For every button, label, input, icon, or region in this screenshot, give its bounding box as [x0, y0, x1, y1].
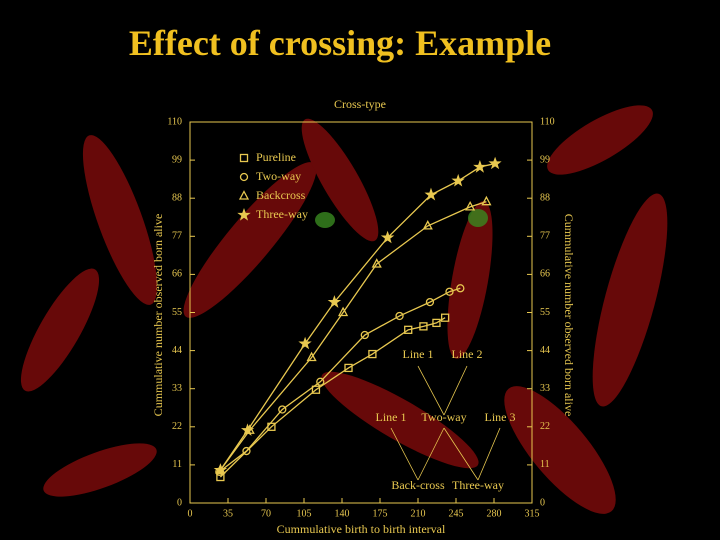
marker-circle — [239, 172, 249, 182]
annotation-connector — [417, 365, 445, 416]
series-line — [219, 317, 446, 478]
series-line — [219, 201, 487, 471]
y-tick-label: 11 — [172, 459, 182, 470]
annotation: Back-cross — [391, 478, 445, 492]
marker-star — [237, 208, 251, 221]
marker-star — [488, 156, 502, 170]
marker-square — [311, 385, 321, 394]
annotation-connector — [443, 365, 468, 416]
x-tick-label: 35 — [223, 508, 233, 519]
marker-star — [298, 336, 312, 350]
y-tick-label: 33 — [172, 383, 182, 394]
legend-entry: Three-way — [256, 207, 308, 221]
y2-tick-label: 110 — [540, 116, 555, 127]
marker-square — [440, 313, 450, 322]
annotation: Two-way — [421, 410, 466, 424]
marker-triangle — [422, 220, 433, 230]
y2-tick-label: 66 — [540, 269, 550, 280]
marker-star — [451, 173, 465, 187]
marker-square — [368, 349, 377, 359]
y-tick-label: 99 — [172, 154, 182, 165]
marker-square — [419, 322, 428, 331]
y-tick-label: 110 — [167, 116, 182, 127]
y-tick-label: 22 — [172, 421, 182, 432]
annotation: Three-way — [452, 478, 504, 492]
legend-title: Cross-type — [334, 97, 386, 111]
background-blobs — [20, 105, 668, 514]
x-tick-label: 140 — [335, 508, 350, 519]
marker-triangle — [338, 306, 349, 317]
annotation: Line 2 — [452, 347, 483, 361]
y2-tick-label: 0 — [540, 497, 545, 508]
marker-square — [239, 153, 249, 163]
x-tick-label: 210 — [411, 508, 426, 519]
annotation: Line 1 — [403, 347, 434, 361]
annotation: Line 1 — [376, 410, 407, 424]
series-line — [218, 287, 461, 473]
y2-tick-label: 77 — [540, 231, 550, 242]
y2-tick-label: 99 — [540, 154, 550, 165]
marker-star — [327, 295, 342, 308]
annotation-connector — [443, 427, 479, 481]
marker-triangle — [481, 195, 492, 206]
x-tick-label: 0 — [188, 508, 193, 519]
y2-tick-label: 44 — [540, 345, 550, 356]
marker-triangle — [371, 258, 382, 268]
marker-triangle — [465, 200, 476, 211]
annotation-connector — [390, 427, 419, 481]
y-tick-label: 66 — [172, 269, 182, 280]
y2-axis-label: Cummulative number observed born alive — [562, 214, 576, 417]
x-tick-label: 105 — [297, 508, 312, 519]
y2-tick-label: 33 — [540, 383, 550, 394]
y-tick-label: 0 — [177, 497, 182, 508]
y2-tick-label: 55 — [540, 307, 550, 318]
marker-triangle — [238, 190, 250, 200]
y2-tick-label: 22 — [540, 421, 550, 432]
y2-tick-label: 88 — [540, 192, 550, 203]
y-axis-label: Cummulative number observed born alive — [151, 214, 165, 417]
annotation: Line 3 — [485, 410, 516, 424]
marker-circle — [316, 377, 325, 386]
marker-star — [380, 230, 395, 244]
marker-star — [213, 463, 228, 476]
chart-title: Effect of crossing: Example — [129, 23, 551, 63]
marker-star — [424, 187, 438, 201]
marker-star — [473, 160, 487, 173]
marker-circle — [395, 311, 404, 321]
x-axis-label: Cummulative birth to birth interval — [277, 522, 446, 536]
marker-square — [404, 325, 413, 334]
x-tick-label: 70 — [261, 508, 271, 519]
y-tick-label: 88 — [172, 192, 182, 203]
annotation-connector — [477, 427, 501, 481]
y2-tick-label: 11 — [540, 459, 550, 470]
marker-circle — [360, 330, 369, 340]
legend-entry: Backcross — [256, 188, 306, 202]
legend-entry: Pureline — [256, 150, 296, 164]
y-tick-label: 55 — [172, 307, 182, 318]
marker-circle — [278, 405, 287, 414]
marker-square — [344, 363, 353, 373]
annotation-connector — [417, 427, 445, 481]
marker-circle — [456, 284, 465, 293]
marker-circle — [425, 297, 435, 307]
y-tick-label: 44 — [172, 345, 182, 356]
marker-square — [432, 318, 441, 328]
x-tick-label: 280 — [487, 508, 502, 519]
y-tick-label: 77 — [172, 231, 182, 242]
x-tick-label: 245 — [449, 508, 464, 519]
marker-circle — [242, 446, 251, 456]
marker-circle — [445, 287, 454, 296]
legend-entry: Two-way — [256, 169, 301, 183]
marker-triangle — [306, 351, 317, 362]
green-spots — [315, 209, 488, 228]
x-tick-label: 175 — [373, 508, 388, 519]
marker-star — [240, 423, 255, 436]
x-tick-label: 315 — [525, 508, 540, 519]
